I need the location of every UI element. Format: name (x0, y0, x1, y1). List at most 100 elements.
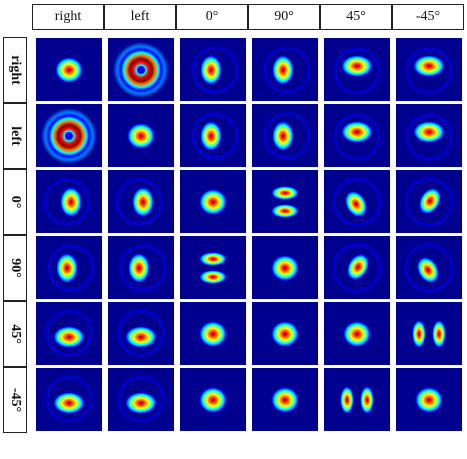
diffraction-ring (404, 243, 454, 293)
intensity-blob (413, 55, 445, 77)
intensity-blob (415, 387, 443, 413)
row-header-label: right (8, 55, 23, 85)
intensity-blob (271, 255, 299, 281)
tile-background (180, 236, 246, 299)
intensity-blob (416, 256, 440, 284)
row-header-label: -45° (8, 387, 23, 413)
intensity-tile-tilted-left (396, 170, 462, 233)
intensity-blob (128, 253, 150, 283)
column-header-label: -45° (415, 9, 441, 24)
intensity-blob (346, 253, 370, 281)
intensity-tile-gaussian (396, 368, 462, 431)
intensity-tile-lobe-left (180, 38, 246, 101)
intensity-blob (199, 189, 227, 215)
column-header-right: right (32, 4, 104, 30)
intensity-blob (125, 326, 157, 348)
intensity-blob (341, 121, 373, 143)
intensity-tile-lobe-up (396, 38, 462, 101)
diffraction-ring (333, 113, 381, 161)
intensity-tile-gaussian (252, 302, 318, 365)
row-header-0deg: 0° (3, 169, 27, 235)
column-header-0deg: 0° (176, 4, 248, 30)
intensity-tile-gaussian (180, 302, 246, 365)
intensity-blob (340, 386, 354, 414)
intensity-blob (272, 121, 294, 151)
intensity-blob (344, 190, 368, 218)
intensity-blob (360, 386, 374, 414)
intensity-tile-lobe-up (324, 104, 390, 167)
intensity-tile-gaussian (324, 302, 390, 365)
row-header-90deg: 90° (3, 235, 27, 301)
intensity-blob (271, 387, 299, 413)
intensity-tile-lobe-down (108, 368, 174, 431)
column-header-label: right (54, 9, 82, 24)
intensity-tile-gaussian (108, 104, 174, 167)
intensity-tile-lobe-down (108, 302, 174, 365)
diffraction-ring (117, 375, 165, 423)
diffraction-ring (263, 46, 311, 94)
diffraction-ring (332, 177, 382, 227)
intensity-tile-lobe-down (36, 368, 102, 431)
row-header-right: right (3, 37, 27, 103)
intensity-blob (56, 253, 78, 283)
intensity-blob (199, 387, 227, 413)
intensity-blob (341, 55, 373, 77)
donut-core (65, 132, 73, 140)
intensity-tile-tilted-right (396, 236, 462, 299)
diffraction-ring (45, 309, 93, 357)
intensity-tile-gaussian (180, 368, 246, 431)
intensity-blob (199, 270, 227, 284)
intensity-tile-gaussian (252, 368, 318, 431)
tile-background (396, 302, 462, 365)
intensity-blob (272, 55, 294, 85)
diffraction-ring (117, 309, 165, 357)
row-header-label: 90° (8, 258, 23, 278)
intensity-blob (412, 320, 426, 348)
diffraction-ring (263, 112, 311, 160)
intensity-blob (432, 320, 446, 348)
row-header-label: 0° (8, 195, 23, 209)
donut-core (137, 66, 145, 74)
intensity-blob (132, 187, 154, 217)
intensity-blob (200, 55, 222, 85)
row-header-minus45deg: -45° (3, 367, 27, 433)
row-header-45deg: 45° (3, 301, 27, 367)
intensity-blob (343, 321, 371, 347)
intensity-tile-donut (108, 38, 174, 101)
intensity-tile-gaussian (252, 236, 318, 299)
intensity-blob (125, 392, 157, 414)
intensity-blob (200, 121, 222, 151)
intensity-blob (199, 252, 227, 266)
intensity-blob (271, 321, 299, 347)
intensity-tile-lobe-right (108, 170, 174, 233)
intensity-tile-tilted-left (324, 236, 390, 299)
intensity-tile-lobe-left (252, 104, 318, 167)
diffraction-ring (404, 177, 454, 227)
diffraction-ring (47, 244, 95, 292)
diffraction-ring (45, 375, 93, 423)
row-header-label: left (8, 126, 23, 146)
diffraction-ring (405, 113, 453, 161)
diffraction-ring (333, 47, 381, 95)
intensity-tile-lobe-up (396, 104, 462, 167)
intensity-blob (53, 392, 85, 414)
row-header-left: left (3, 103, 27, 169)
column-header-45deg: 45° (320, 4, 392, 30)
column-header-label: left (130, 9, 150, 24)
intensity-tile-lobe-up (324, 38, 390, 101)
diffraction-ring (405, 47, 453, 95)
intensity-tile-tilted-right (324, 170, 390, 233)
intensity-blob (199, 321, 227, 347)
intensity-tile-gaussian (180, 170, 246, 233)
intensity-tile-lobe-left (108, 236, 174, 299)
intensity-blob (418, 187, 442, 215)
column-header-label: 0° (205, 9, 219, 24)
column-header-label: 45° (346, 9, 366, 24)
row-header-label: 45° (8, 324, 23, 344)
intensity-blob (271, 204, 299, 218)
intensity-tile-two-lobe-vertical (180, 236, 246, 299)
intensity-blob (413, 121, 445, 143)
diffraction-ring (115, 178, 163, 226)
diffraction-ring (191, 112, 239, 160)
